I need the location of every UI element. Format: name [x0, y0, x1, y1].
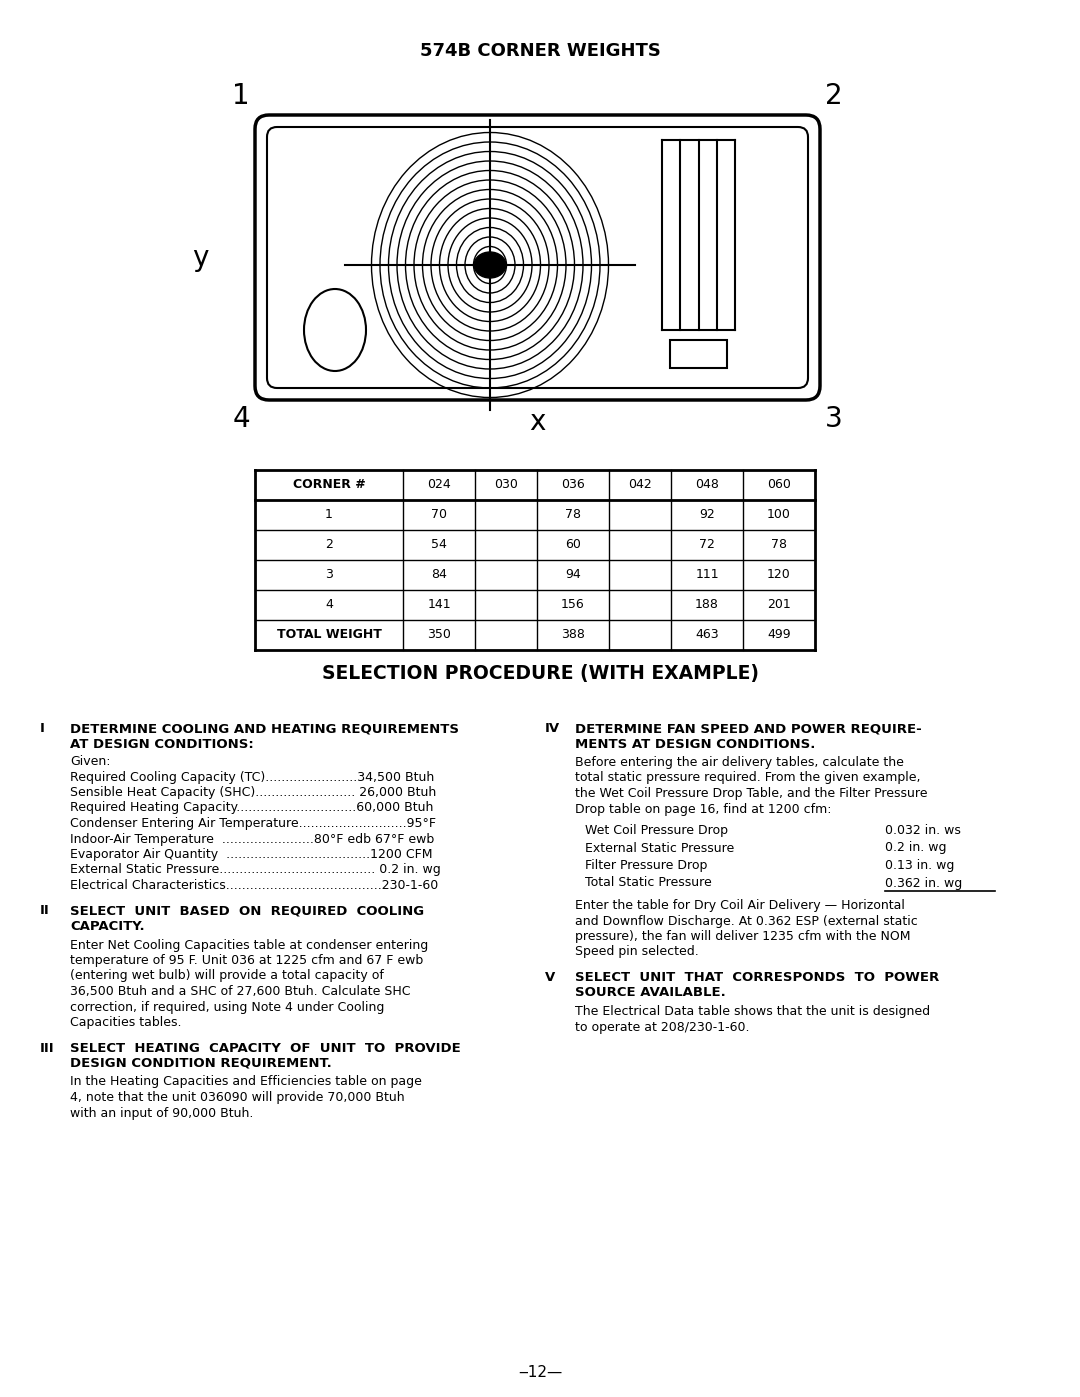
Text: 36,500 Btuh and a SHC of 27,600 Btuh. Calculate SHC: 36,500 Btuh and a SHC of 27,600 Btuh. Ca… — [70, 985, 410, 997]
Text: DESIGN CONDITION REQUIREMENT.: DESIGN CONDITION REQUIREMENT. — [70, 1058, 332, 1070]
Ellipse shape — [474, 251, 507, 278]
Text: 0.032 in. ws: 0.032 in. ws — [885, 824, 961, 837]
Text: Filter Pressure Drop: Filter Pressure Drop — [585, 859, 707, 872]
Text: 3: 3 — [325, 569, 333, 581]
Text: (entering wet bulb) will provide a total capacity of: (entering wet bulb) will provide a total… — [70, 970, 383, 982]
Text: Capacities tables.: Capacities tables. — [70, 1016, 181, 1030]
Text: External Static Pressure....................................... 0.2 in. wg: External Static Pressure................… — [70, 863, 441, 876]
Text: temperature of 95 F. Unit 036 at 1225 cfm and 67 F ewb: temperature of 95 F. Unit 036 at 1225 cf… — [70, 954, 423, 967]
Text: 463: 463 — [696, 629, 719, 641]
Text: 042: 042 — [629, 479, 652, 492]
Text: AT DESIGN CONDITIONS:: AT DESIGN CONDITIONS: — [70, 738, 254, 750]
Text: total static pressure required. From the given example,: total static pressure required. From the… — [575, 771, 920, 785]
Text: SELECT  HEATING  CAPACITY  OF  UNIT  TO  PROVIDE: SELECT HEATING CAPACITY OF UNIT TO PROVI… — [70, 1042, 461, 1055]
Text: to operate at 208/230-1-60.: to operate at 208/230-1-60. — [575, 1020, 750, 1034]
Ellipse shape — [303, 289, 366, 372]
Text: 120: 120 — [767, 569, 791, 581]
Text: 4: 4 — [232, 405, 249, 433]
Text: CAPACITY.: CAPACITY. — [70, 921, 145, 933]
Text: 70: 70 — [431, 509, 447, 521]
Text: External Static Pressure: External Static Pressure — [585, 841, 734, 855]
Text: IV: IV — [545, 722, 561, 735]
Text: Before entering the air delivery tables, calculate the: Before entering the air delivery tables,… — [575, 756, 904, 768]
Text: Speed pin selected.: Speed pin selected. — [575, 946, 699, 958]
Text: 1: 1 — [325, 509, 333, 521]
Text: 350: 350 — [427, 629, 451, 641]
Text: 060: 060 — [767, 479, 791, 492]
Text: Sensible Heat Capacity (SHC)......................... 26,000 Btuh: Sensible Heat Capacity (SHC)............… — [70, 787, 436, 799]
Text: 111: 111 — [696, 569, 719, 581]
Text: 156: 156 — [562, 598, 585, 612]
Text: 72: 72 — [699, 538, 715, 552]
Text: Required Cooling Capacity (TC).......................34,500 Btuh: Required Cooling Capacity (TC)..........… — [70, 771, 434, 784]
Text: x: x — [529, 408, 545, 436]
Text: y: y — [192, 243, 208, 271]
Text: and Downflow Discharge. At 0.362 ESP (external static: and Downflow Discharge. At 0.362 ESP (ex… — [575, 915, 918, 928]
Bar — [670, 339, 727, 367]
Text: Wet Coil Pressure Drop: Wet Coil Pressure Drop — [585, 824, 728, 837]
Text: correction, if required, using Note 4 under Cooling: correction, if required, using Note 4 un… — [70, 1000, 384, 1013]
Text: Enter the table for Dry Coil Air Delivery — Horizontal: Enter the table for Dry Coil Air Deliver… — [575, 900, 905, 912]
Text: Indoor-Air Temperature  .......................80°F edb 67°F ewb: Indoor-Air Temperature .................… — [70, 833, 434, 845]
Text: 048: 048 — [696, 479, 719, 492]
Text: SELECTION PROCEDURE (WITH EXAMPLE): SELECTION PROCEDURE (WITH EXAMPLE) — [322, 664, 758, 683]
Text: Required Heating Capacity..............................60,000 Btuh: Required Heating Capacity...............… — [70, 802, 433, 814]
Text: DETERMINE COOLING AND HEATING REQUIREMENTS: DETERMINE COOLING AND HEATING REQUIREMEN… — [70, 722, 459, 735]
Text: 0.2 in. wg: 0.2 in. wg — [885, 841, 946, 855]
Text: TOTAL WEIGHT: TOTAL WEIGHT — [276, 629, 381, 641]
Text: pressure), the fan will deliver 1235 cfm with the NOM: pressure), the fan will deliver 1235 cfm… — [575, 930, 910, 943]
Text: III: III — [40, 1042, 55, 1055]
Text: Electrical Characteristics.......................................230-1-60: Electrical Characteristics..............… — [70, 879, 438, 893]
Text: SELECT  UNIT  THAT  CORRESPONDS  TO  POWER: SELECT UNIT THAT CORRESPONDS TO POWER — [575, 971, 940, 983]
Text: 141: 141 — [428, 598, 450, 612]
Text: 4: 4 — [325, 598, 333, 612]
Text: Drop table on page 16, find at 1200 cfm:: Drop table on page 16, find at 1200 cfm: — [575, 802, 832, 816]
Text: 388: 388 — [562, 629, 585, 641]
Text: Evaporator Air Quantity  ....................................1200 CFM: Evaporator Air Quantity ................… — [70, 848, 432, 861]
Text: 3: 3 — [825, 405, 842, 433]
Text: Total Static Pressure: Total Static Pressure — [585, 876, 712, 890]
Text: 2: 2 — [825, 82, 842, 110]
Text: 60: 60 — [565, 538, 581, 552]
Text: 201: 201 — [767, 598, 791, 612]
Text: V: V — [545, 971, 555, 983]
Text: MENTS AT DESIGN CONDITIONS.: MENTS AT DESIGN CONDITIONS. — [575, 738, 815, 750]
Text: 100: 100 — [767, 509, 791, 521]
Text: Condenser Entering Air Temperature...........................95°F: Condenser Entering Air Temperature......… — [70, 817, 436, 830]
Text: 78: 78 — [771, 538, 787, 552]
Text: 030: 030 — [494, 479, 518, 492]
Text: the Wet Coil Pressure Drop Table, and the Filter Pressure: the Wet Coil Pressure Drop Table, and th… — [575, 787, 928, 800]
Text: SOURCE AVAILABLE.: SOURCE AVAILABLE. — [575, 986, 726, 999]
Text: I: I — [40, 722, 45, 735]
Text: DETERMINE FAN SPEED AND POWER REQUIRE-: DETERMINE FAN SPEED AND POWER REQUIRE- — [575, 722, 921, 735]
Text: Enter Net Cooling Capacities table at condenser entering: Enter Net Cooling Capacities table at co… — [70, 939, 429, 951]
Text: 78: 78 — [565, 509, 581, 521]
Text: SELECT  UNIT  BASED  ON  REQUIRED  COOLING: SELECT UNIT BASED ON REQUIRED COOLING — [70, 904, 424, 918]
Text: Given:: Given: — [70, 754, 110, 768]
Text: 574B CORNER WEIGHTS: 574B CORNER WEIGHTS — [419, 42, 661, 60]
Text: 84: 84 — [431, 569, 447, 581]
Text: CORNER #: CORNER # — [293, 479, 365, 492]
Text: 0.13 in. wg: 0.13 in. wg — [885, 859, 955, 872]
Text: 1: 1 — [232, 82, 249, 110]
Text: 54: 54 — [431, 538, 447, 552]
Text: with an input of 90,000 Btuh.: with an input of 90,000 Btuh. — [70, 1106, 254, 1119]
Text: 036: 036 — [562, 479, 585, 492]
Text: ‒12—: ‒12— — [518, 1365, 562, 1380]
Text: 2: 2 — [325, 538, 333, 552]
Text: 188: 188 — [696, 598, 719, 612]
Text: In the Heating Capacities and Efficiencies table on page: In the Heating Capacities and Efficienci… — [70, 1076, 422, 1088]
Text: 0.362 in. wg: 0.362 in. wg — [885, 876, 962, 890]
Text: 92: 92 — [699, 509, 715, 521]
Text: 94: 94 — [565, 569, 581, 581]
Text: The Electrical Data table shows that the unit is designed: The Electrical Data table shows that the… — [575, 1004, 930, 1018]
Text: II: II — [40, 904, 50, 918]
Text: 024: 024 — [427, 479, 450, 492]
Text: 499: 499 — [767, 629, 791, 641]
Text: 4, note that the unit 036090 will provide 70,000 Btuh: 4, note that the unit 036090 will provid… — [70, 1091, 405, 1104]
